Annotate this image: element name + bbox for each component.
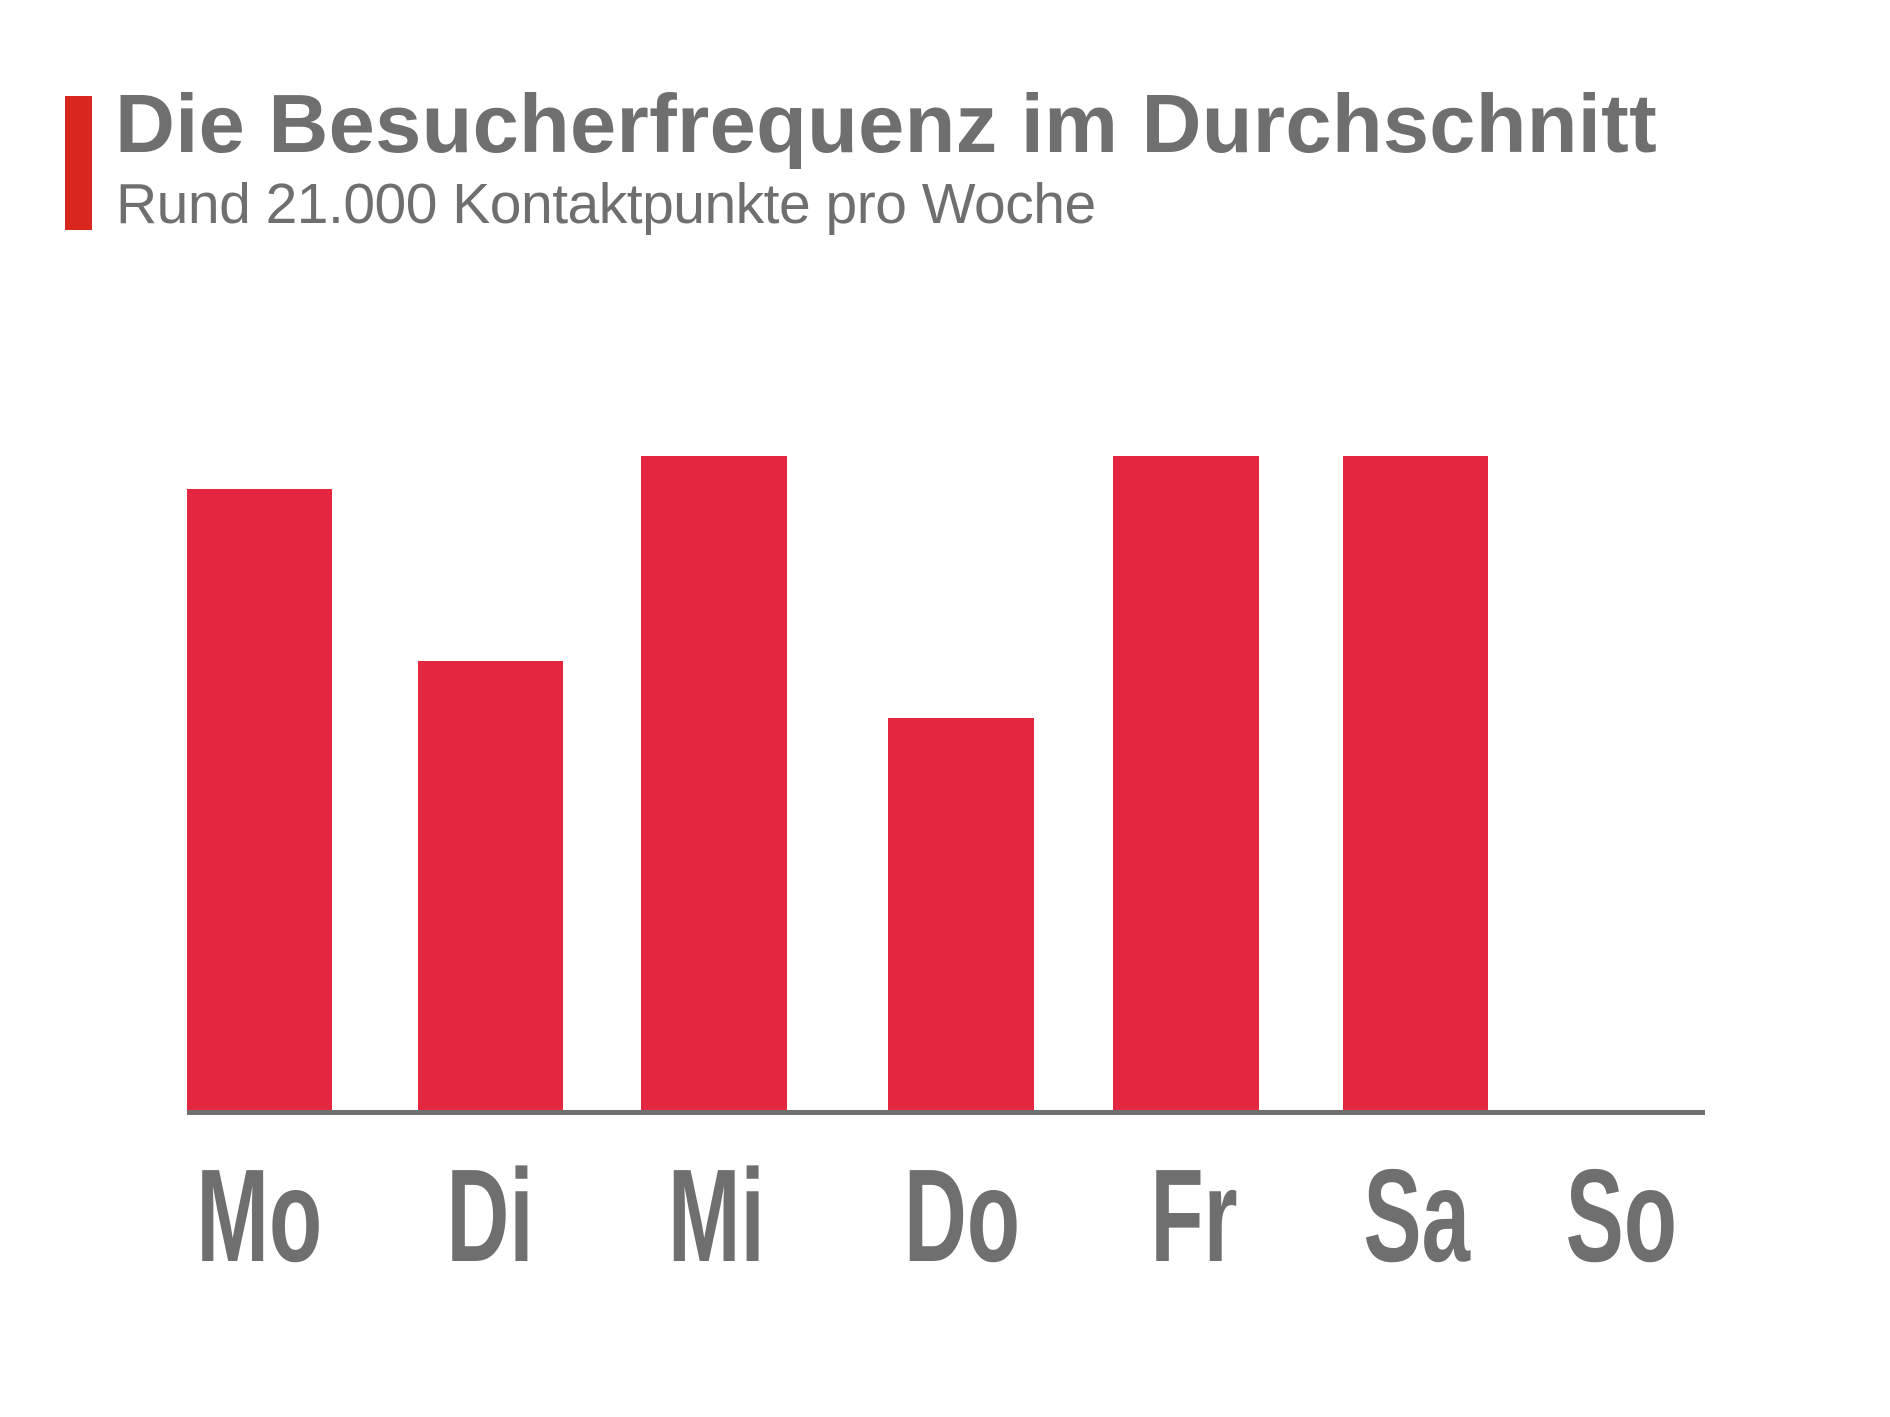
x-label-so: So — [1565, 1142, 1677, 1289]
bar-sa — [1343, 456, 1488, 1112]
bar-mo — [187, 489, 332, 1112]
x-label-mo: Mo — [196, 1142, 322, 1289]
x-label-mi: Mi — [667, 1142, 765, 1289]
x-label-do: Do — [903, 1142, 1021, 1289]
bar-fr — [1113, 456, 1259, 1112]
bar-do — [888, 718, 1034, 1112]
x-label-sa: Sa — [1363, 1142, 1471, 1289]
chart-title: Die Besucherfrequenz im Durchschnitt — [115, 77, 1658, 170]
x-axis-line — [187, 1110, 1705, 1115]
bar-mi — [641, 456, 787, 1112]
x-label-di: Di — [446, 1142, 534, 1289]
chart-subtitle: Rund 21.000 Kontaktpunkte pro Woche — [116, 172, 1096, 236]
x-label-fr: Fr — [1150, 1142, 1238, 1289]
bar-di — [418, 661, 563, 1112]
title-accent-bar — [65, 96, 92, 230]
